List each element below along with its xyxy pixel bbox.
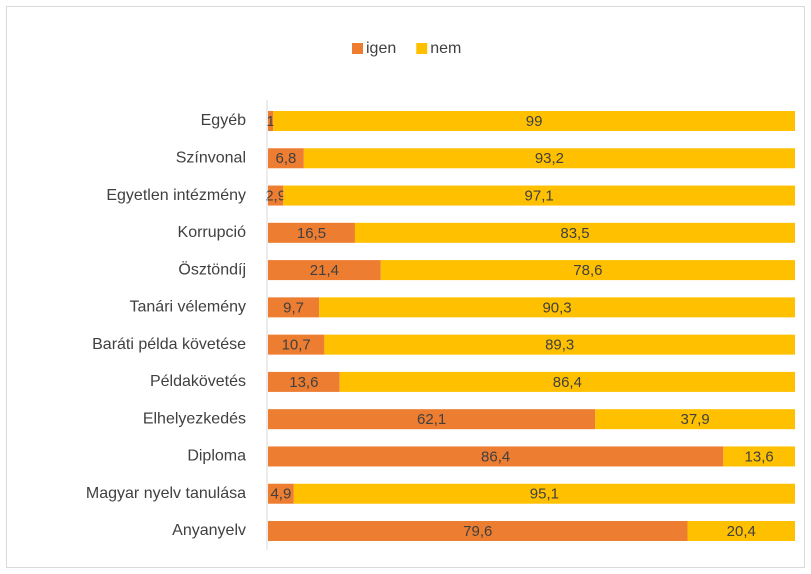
bar-segment	[283, 185, 795, 206]
data-label: 86,4	[481, 448, 510, 465]
data-label: 4,9	[270, 486, 291, 503]
y-tick-label: Baráti példa követése	[92, 336, 246, 353]
data-label: 90,3	[542, 299, 571, 316]
bar-segment	[268, 409, 596, 430]
data-label: 79,6	[463, 523, 492, 540]
data-label: 95,1	[530, 486, 559, 503]
bar-segment	[687, 521, 795, 541]
data-label: 37,9	[681, 411, 710, 428]
bar-segment	[268, 334, 325, 355]
bar-segment	[303, 148, 795, 169]
bar-segment	[339, 371, 795, 392]
legend-label: igen	[366, 40, 396, 57]
bar-segment	[595, 409, 795, 430]
bar-segment	[268, 521, 688, 541]
y-tick-label: Egyéb	[201, 112, 246, 129]
data-label: 97,1	[525, 188, 554, 205]
y-tick-label: Elhelyezkedés	[143, 410, 246, 427]
data-label: 83,5	[560, 225, 589, 242]
legend-swatch	[416, 43, 428, 54]
bar-segment	[324, 334, 795, 355]
bar-segment	[268, 483, 294, 504]
data-label: 21,4	[310, 262, 339, 279]
data-label: 62,1	[417, 411, 446, 428]
bar-segment	[354, 222, 795, 243]
bar-segment	[268, 222, 355, 243]
data-label: 13,6	[289, 374, 318, 391]
y-tick-label: Tanári vélemény	[130, 299, 247, 316]
bar-segment	[268, 371, 340, 392]
bar-segment	[268, 148, 304, 169]
y-tick-label: Színvonal	[176, 149, 246, 166]
y-tick-label: Példakövetés	[150, 373, 246, 390]
bar-segment	[293, 483, 795, 504]
bar-segment	[268, 446, 724, 467]
y-tick-label: Magyar nyelv tanulása	[86, 485, 246, 502]
data-label: 10,7	[282, 337, 311, 354]
data-label: 16,5	[297, 225, 326, 242]
data-label: 9,7	[283, 299, 304, 316]
bar-segment	[268, 111, 274, 131]
y-tick-label: Egyetlen intézmény	[106, 187, 246, 204]
y-tick-label: Korrupció	[178, 224, 247, 241]
data-label: 86,4	[553, 374, 582, 391]
bar-segment	[319, 297, 795, 318]
data-label: 99	[526, 113, 543, 130]
data-label: 78,6	[573, 262, 602, 279]
legend-label: nem	[430, 40, 461, 57]
bar-segment	[268, 297, 320, 318]
bar-segment	[380, 260, 795, 281]
chart-frame	[6, 6, 805, 568]
data-label: 93,2	[535, 150, 564, 167]
bar-segment	[268, 260, 381, 281]
bar-segment	[723, 446, 795, 467]
bar-segment	[273, 111, 795, 131]
legend-swatch	[352, 43, 363, 54]
data-label: 6,8	[275, 150, 296, 167]
y-tick-label: Anyanyelv	[172, 522, 246, 539]
data-label: 89,3	[545, 337, 574, 354]
data-label: 13,6	[745, 448, 774, 465]
data-label: 20,4	[727, 523, 756, 540]
y-tick-label: Ösztöndíj	[178, 260, 246, 278]
y-tick-label: Diploma	[187, 448, 246, 465]
bar-segment	[268, 185, 284, 206]
data-label: 1	[266, 113, 274, 130]
data-label: 2,9	[265, 188, 286, 205]
